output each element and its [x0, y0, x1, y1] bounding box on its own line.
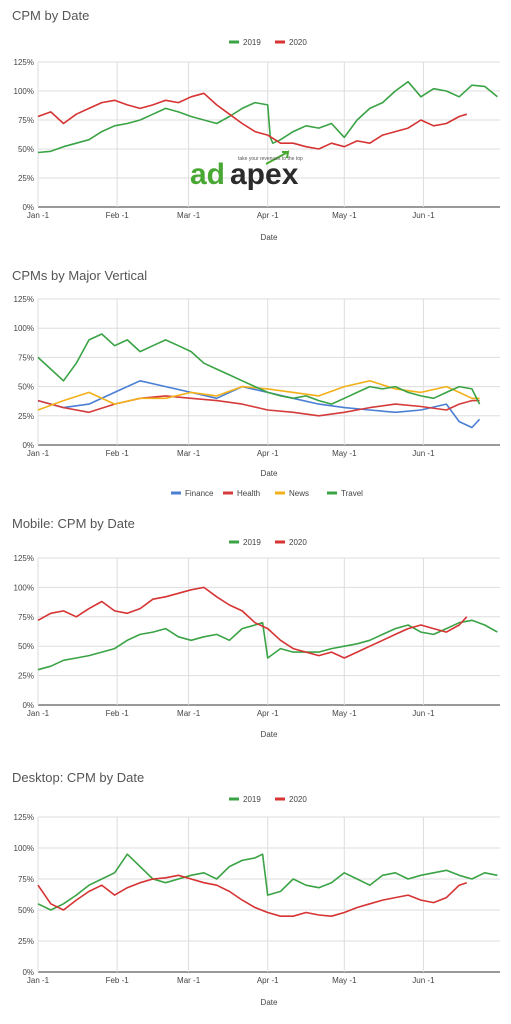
- legend-label: 2019: [243, 795, 261, 804]
- chart-panel-desktop-cpm-by-date: Desktop: CPM by Date 0% 25% 50% 75% 100% 125%…: [0, 762, 511, 1017]
- x-tick-label: May -1: [332, 709, 357, 718]
- chart-svg: 0% 25% 50% 75% 100% 125% Jan -1 Feb -1 Mar -1 Apr…: [14, 38, 500, 242]
- chart-panel-mobile-cpm-by-date: Mobile: CPM by Date 0% 25% 50% 75% 100% 125% J…: [0, 508, 511, 753]
- chart-title: CPMs by Major Vertical: [12, 268, 148, 283]
- svg-text:apex: apex: [230, 158, 299, 190]
- legend-label: 2020: [289, 795, 307, 804]
- x-tick-label: May -1: [332, 211, 357, 220]
- x-tick-label: Feb -1: [106, 449, 130, 458]
- x-tick-label: Jun -1: [412, 709, 435, 718]
- x-tick-label: Jan -1: [27, 976, 50, 985]
- y-tick-label: 50%: [18, 906, 34, 915]
- x-axis-label: Date: [261, 233, 278, 242]
- y-tick-label: 100%: [14, 844, 34, 853]
- chart-title: CPM by Date: [12, 8, 90, 23]
- series-line-2020: [37, 586, 468, 659]
- series-line-2020: [37, 874, 468, 917]
- x-tick-label: May -1: [332, 976, 357, 985]
- y-tick-label: 0%: [22, 441, 34, 450]
- y-tick-label: 25%: [18, 174, 34, 183]
- y-tick-label: 100%: [14, 87, 34, 96]
- x-tick-label: Apr -1: [257, 211, 279, 220]
- y-tick-label: 25%: [18, 412, 34, 421]
- x-axis-label: Date: [261, 469, 278, 478]
- legend-label: Health: [237, 489, 260, 498]
- chart-panel-cpms-by-major-vertical: CPMs by Major Vertical 0% 25% 50% 75% 100% 12…: [0, 260, 511, 515]
- chart-panel-cpm-by-date: CPM by Date 0% 25% 50% 75% 100% 125% Jan -1 Feb…: [0, 0, 511, 250]
- y-tick-label: 100%: [14, 324, 34, 333]
- adapex-logo: ad apex take your revenues to the top: [188, 150, 308, 191]
- chart-svg: 0% 25% 50% 75% 100% 125% Jan -1 Feb -1 Mar -1 Apr…: [14, 795, 500, 1007]
- y-tick-label: 125%: [14, 58, 34, 67]
- x-tick-label: Apr -1: [257, 449, 279, 458]
- y-tick-label: 125%: [14, 554, 34, 563]
- x-tick-label: Jun -1: [412, 976, 435, 985]
- x-tick-label: Mar -1: [177, 211, 201, 220]
- y-tick-label: 0%: [22, 203, 34, 212]
- x-tick-label: May -1: [332, 449, 357, 458]
- y-tick-label: 50%: [18, 383, 34, 392]
- legend-label: 2019: [243, 38, 261, 47]
- x-tick-label: Mar -1: [177, 449, 201, 458]
- x-tick-label: Jun -1: [412, 449, 435, 458]
- y-tick-label: 0%: [22, 968, 34, 977]
- y-tick-label: 25%: [18, 937, 34, 946]
- y-tick-label: 50%: [18, 145, 34, 154]
- x-tick-label: Mar -1: [177, 709, 201, 718]
- chart-svg: 0% 25% 50% 75% 100% 125% Jan -1 Feb -1 Mar -1 Apr…: [14, 295, 500, 498]
- y-tick-label: 100%: [14, 583, 34, 592]
- x-axis-label: Date: [261, 730, 278, 739]
- legend-label: 2020: [289, 38, 307, 47]
- x-tick-label: Feb -1: [106, 211, 130, 220]
- x-tick-label: Mar -1: [177, 976, 201, 985]
- svg-text:take your revenues to the top: take your revenues to the top: [238, 156, 303, 162]
- chart-title: Desktop: CPM by Date: [12, 770, 145, 785]
- legend-label: 2019: [243, 538, 261, 547]
- legend-label: 2020: [289, 538, 307, 547]
- y-tick-label: 50%: [18, 642, 34, 651]
- series-line-news: [37, 380, 480, 411]
- legend-label: Finance: [185, 489, 214, 498]
- y-tick-label: 125%: [14, 295, 34, 304]
- y-tick-label: 0%: [22, 701, 34, 710]
- x-tick-label: Jun -1: [412, 211, 435, 220]
- x-tick-label: Feb -1: [106, 709, 130, 718]
- series-line-2020: [37, 92, 468, 150]
- x-tick-label: Jan -1: [27, 709, 50, 718]
- y-tick-label: 75%: [18, 613, 34, 622]
- x-tick-label: Apr -1: [257, 709, 279, 718]
- series-line-2019: [37, 853, 498, 911]
- x-tick-label: Jan -1: [27, 211, 50, 220]
- series-line-2019: [37, 619, 498, 671]
- y-tick-label: 25%: [18, 672, 34, 681]
- legend-label: Travel: [341, 489, 363, 498]
- y-tick-label: 75%: [18, 116, 34, 125]
- y-tick-label: 75%: [18, 875, 34, 884]
- x-tick-label: Apr -1: [257, 976, 279, 985]
- x-tick-label: Jan -1: [27, 449, 50, 458]
- y-tick-label: 125%: [14, 813, 34, 822]
- legend-label: News: [289, 489, 309, 498]
- x-tick-label: Feb -1: [106, 976, 130, 985]
- chart-svg: 0% 25% 50% 75% 100% 125% Jan -1 Feb -1 Mar -1 Apr…: [14, 538, 500, 739]
- series-line-travel: [37, 333, 481, 405]
- chart-title: Mobile: CPM by Date: [12, 516, 135, 531]
- y-tick-label: 75%: [18, 353, 34, 362]
- x-axis-label: Date: [261, 998, 278, 1007]
- svg-text:ad: ad: [190, 158, 225, 190]
